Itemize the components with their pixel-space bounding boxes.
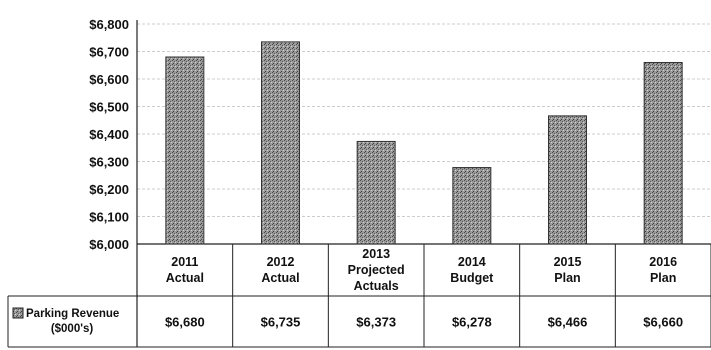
data-label-2014: $6,278: [452, 315, 492, 330]
bar-2015: [548, 115, 587, 245]
bars: [165, 41, 683, 245]
y-tick-label: $6,700: [89, 45, 129, 60]
bar-2013: [356, 140, 396, 245]
data-label-2015: $6,466: [548, 315, 588, 330]
category-label-2014: 2014 Budget: [450, 255, 494, 285]
category-label-2015: 2015 Plan: [554, 255, 582, 285]
y-tick-label: $6,800: [89, 17, 129, 32]
bar-2014: [452, 167, 492, 245]
data-label-2012: $6,735: [261, 315, 301, 330]
y-tick-label: $6,300: [89, 155, 129, 170]
legend-swatch: [12, 307, 24, 319]
bar-2012: [261, 41, 300, 245]
y-tick-label: $6,500: [89, 100, 129, 115]
y-tick-label: $6,200: [89, 182, 129, 197]
data-table: 2011 Actual 2012 Actual 2013 Projected Actuals…: [7, 244, 711, 348]
y-tick-label: $6,600: [89, 72, 129, 87]
data-label-2016: $6,660: [643, 315, 683, 330]
category-label-2012: 2012 Actual: [261, 255, 299, 285]
gridlines: [137, 23, 711, 217]
y-tick-label: $6,100: [89, 210, 129, 225]
category-label-2016: 2016 Plan: [649, 255, 677, 285]
category-label-2013: 2013 Projected Actuals: [348, 247, 405, 293]
legend-series-name: Parking Revenue ($000's): [26, 308, 119, 335]
bar-2011: [165, 56, 205, 245]
bar-2016: [643, 62, 683, 245]
y-tick-label: $6,400: [89, 127, 129, 142]
data-label-2011: $6,680: [165, 315, 205, 330]
y-tick-label: $6,000: [89, 237, 129, 252]
data-label-2013: $6,373: [356, 315, 396, 330]
category-label-2011: 2011 Actual: [166, 255, 204, 285]
